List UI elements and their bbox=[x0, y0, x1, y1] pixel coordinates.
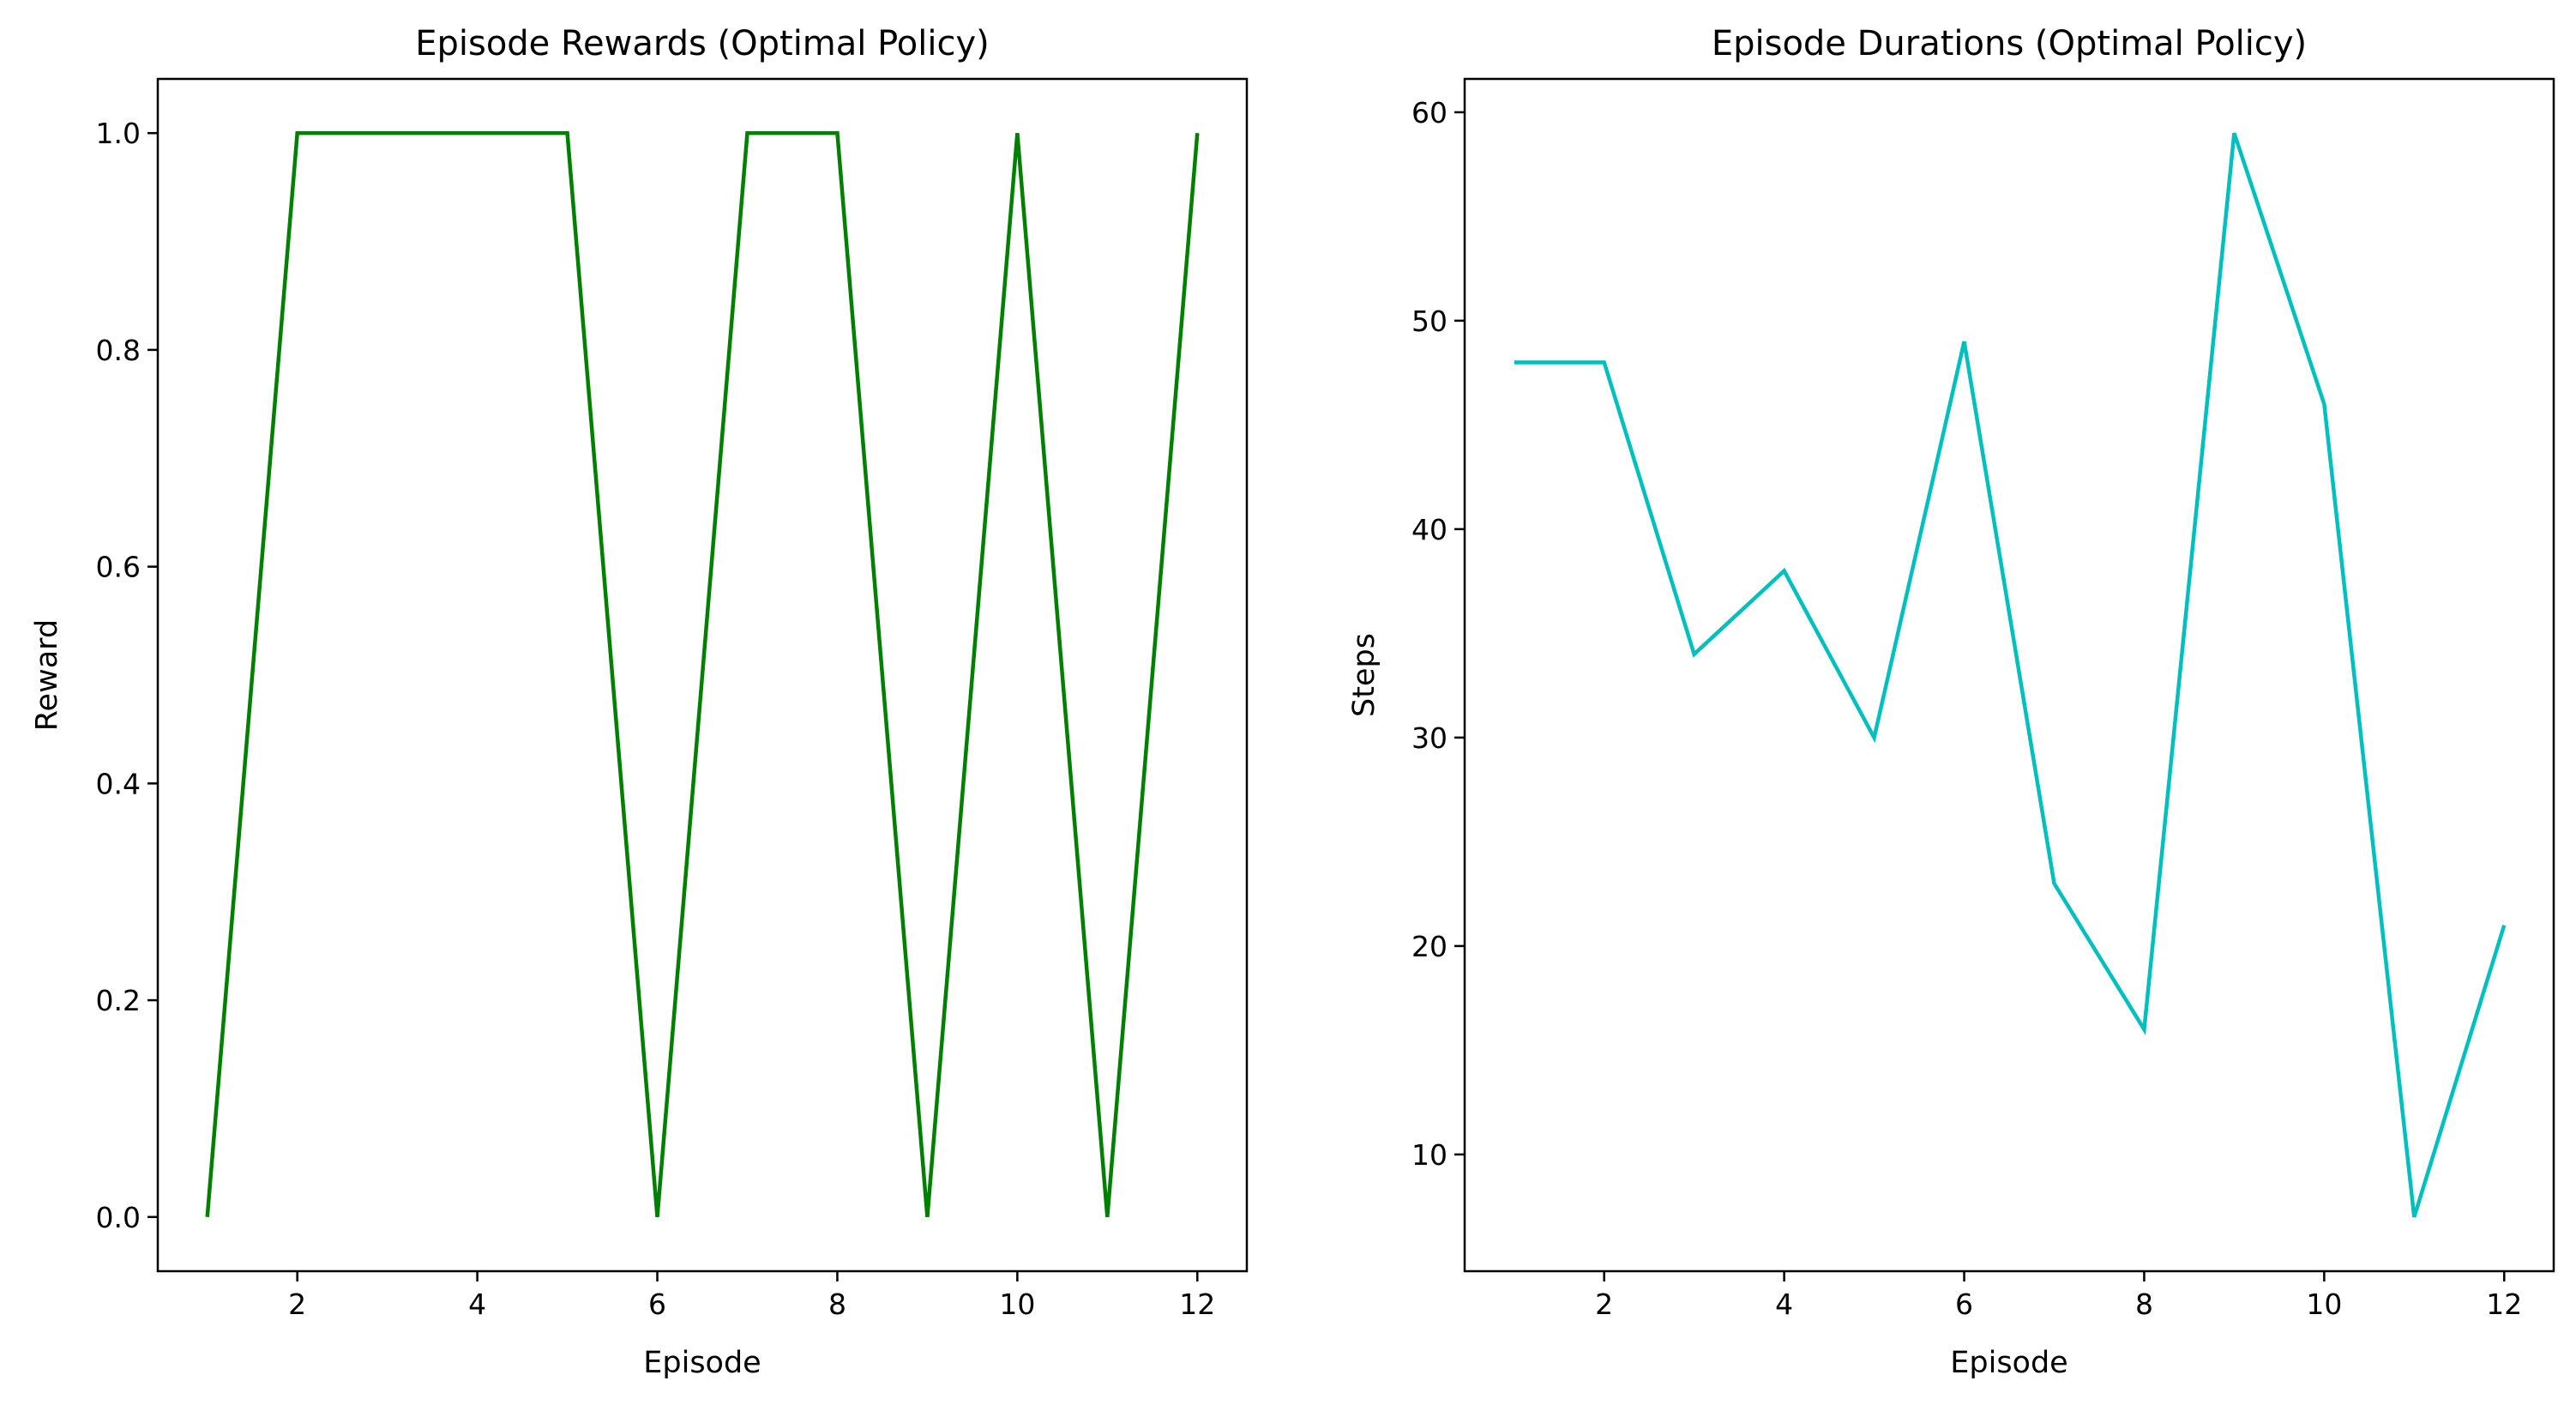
rewards-data-point bbox=[837, 133, 838, 134]
rewards-x-tick-label: 8 bbox=[828, 1287, 846, 1321]
durations-y-tick-label: 10 bbox=[1411, 1138, 1447, 1172]
rewards-y-tick-label: 1.0 bbox=[96, 117, 141, 150]
durations-series-line bbox=[1514, 132, 2507, 1218]
rewards-data-point bbox=[747, 133, 748, 134]
durations-data-point bbox=[2414, 1216, 2415, 1217]
rewards-data-point bbox=[1017, 133, 1018, 134]
durations-axis-ticks: 2 4 6 8 10 12 10 20 30 40 50 60 bbox=[1411, 96, 2522, 1321]
rewards-x-tick-label: 4 bbox=[468, 1287, 486, 1321]
rewards-chart-title: Episode Rewards (Optimal Policy) bbox=[415, 24, 990, 63]
durations-plot-frame bbox=[1463, 77, 2555, 1273]
rewards-y-tick-label: 0.8 bbox=[96, 334, 141, 367]
rewards-x-axis-label: Episode bbox=[643, 1346, 761, 1380]
durations-x-tick-label: 10 bbox=[2306, 1287, 2342, 1321]
durations-series bbox=[1514, 132, 2507, 1218]
rewards-y-tick-label: 0.6 bbox=[96, 551, 141, 584]
rewards-series bbox=[205, 130, 1200, 1218]
durations-x-tick-label: 6 bbox=[1955, 1287, 1973, 1321]
durations-data-point bbox=[1874, 737, 1875, 738]
rewards-axis-ticks: 2 4 6 8 10 12 0.0 0.2 0.4 0.6 0.8 1.0 bbox=[96, 117, 1216, 1321]
durations-data-point bbox=[1964, 341, 1965, 342]
durations-data-point bbox=[2144, 1029, 2145, 1030]
rewards-data-point bbox=[1107, 1216, 1108, 1217]
rewards-data-point bbox=[1197, 133, 1198, 134]
durations-y-tick-label: 40 bbox=[1411, 513, 1447, 546]
durations-data-point bbox=[2324, 404, 2325, 405]
durations-y-axis-label: Steps bbox=[1347, 633, 1381, 717]
rewards-x-tick-label: 10 bbox=[999, 1287, 1035, 1321]
rewards-x-tick-label: 2 bbox=[288, 1287, 306, 1321]
durations-data-point bbox=[2504, 925, 2505, 926]
durations-chart: Episode Durations (Optimal Policy) Episo… bbox=[1347, 24, 2555, 1380]
durations-x-tick-label: 12 bbox=[2486, 1287, 2522, 1321]
rewards-data-point bbox=[927, 1216, 928, 1217]
durations-y-tick-label: 50 bbox=[1411, 305, 1447, 338]
durations-y-tick-label: 60 bbox=[1411, 96, 1447, 130]
durations-x-axis-label: Episode bbox=[1950, 1346, 2067, 1380]
durations-x-tick-label: 2 bbox=[1595, 1287, 1613, 1321]
rewards-plot-frame bbox=[156, 77, 1249, 1273]
durations-data-point bbox=[2054, 883, 2055, 884]
rewards-y-axis-label: Reward bbox=[30, 619, 64, 731]
durations-chart-title: Episode Durations (Optimal Policy) bbox=[1712, 24, 2307, 63]
durations-x-tick-label: 8 bbox=[2135, 1287, 2153, 1321]
rewards-data-point bbox=[657, 1216, 658, 1217]
durations-data-point bbox=[1784, 570, 1785, 571]
rewards-data-point bbox=[477, 133, 478, 134]
rewards-data-point bbox=[387, 133, 388, 134]
durations-data-point bbox=[2234, 133, 2235, 134]
rewards-data-point bbox=[567, 133, 568, 134]
rewards-data-point bbox=[207, 1216, 208, 1217]
rewards-y-tick-label: 0.2 bbox=[96, 984, 141, 1017]
durations-x-tick-label: 4 bbox=[1775, 1287, 1793, 1321]
rewards-y-tick-label: 0.4 bbox=[96, 767, 141, 800]
rewards-y-tick-label: 0.0 bbox=[96, 1201, 141, 1234]
rewards-data-point bbox=[297, 133, 298, 134]
rewards-x-tick-label: 12 bbox=[1179, 1287, 1215, 1321]
durations-y-tick-label: 20 bbox=[1411, 930, 1447, 963]
rewards-chart: Episode Rewards (Optimal Policy) Episode… bbox=[30, 24, 1249, 1380]
rewards-x-tick-label: 6 bbox=[648, 1287, 666, 1321]
rewards-series-line bbox=[205, 130, 1200, 1218]
durations-y-tick-label: 30 bbox=[1411, 721, 1447, 755]
